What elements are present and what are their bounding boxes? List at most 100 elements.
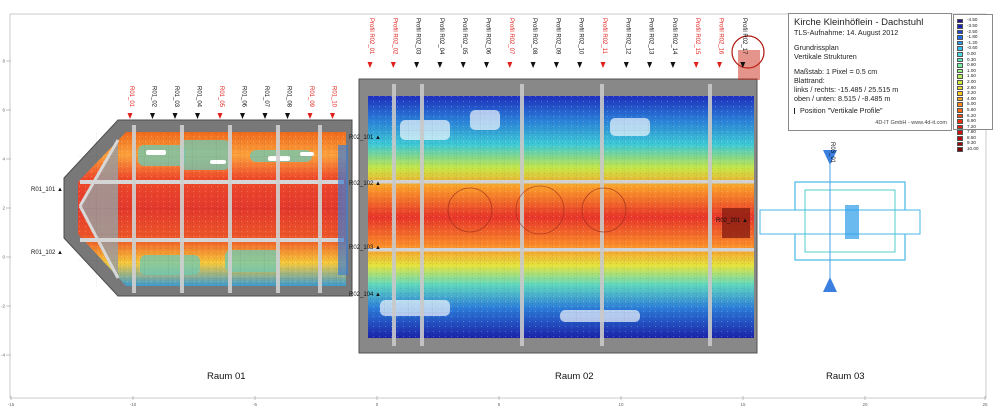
plan-subtitle: Vertikale Strukturen <box>794 52 857 61</box>
profile-marker-r01 <box>240 113 245 119</box>
profile-marker-r02 <box>740 62 746 68</box>
profile-marker-r02 <box>577 62 583 68</box>
room-02-vault-outline <box>515 185 565 235</box>
room-02-truss <box>520 84 524 346</box>
profile-label-r01: R01_01 <box>128 86 134 108</box>
bottom-tick-label: 5 <box>498 402 501 407</box>
bottom-tick-label: 20 <box>862 402 868 407</box>
profile-marker-r02 <box>600 62 606 68</box>
margin-top-bottom: oben / unten: 8.515 / -8.485 m <box>794 94 891 103</box>
plan-type: Grundrissplan <box>794 43 839 52</box>
profile-label-r02: Profil R02_08 <box>531 18 537 55</box>
legend-swatch <box>957 113 963 119</box>
profile-label-r02: Profil R02_15 <box>694 18 700 55</box>
legend-value: 8.50 <box>967 134 976 140</box>
profile-label-r02: Profil R02_11 <box>601 18 607 55</box>
profile-marker-r02 <box>530 62 536 68</box>
profile-label-r02: Profil R02_09 <box>554 18 560 55</box>
legend-swatch <box>957 68 963 74</box>
side-profile-label: R02_103 ▲ <box>349 245 381 251</box>
legend-value: -3.50 <box>967 23 978 28</box>
map-frame <box>9 13 987 399</box>
sheet-border <box>9 13 987 399</box>
room-01-truss <box>228 125 232 293</box>
profile-label-r01: R01_06 <box>241 86 247 108</box>
legend-swatch <box>957 108 963 113</box>
room-02-truss <box>600 84 604 346</box>
side-profile-label: R01_101 ▲ <box>31 187 63 193</box>
legend-value: 5.00 <box>967 101 976 107</box>
profile-label-r02: Profil R02_16 <box>718 18 724 55</box>
left-tick-label: 2 <box>2 206 5 211</box>
profile-marker-r01 <box>217 113 223 119</box>
room-label-02: Raum 02 <box>555 371 594 382</box>
room-01-wall-edge <box>338 145 348 275</box>
profile-marker-r02 <box>367 62 373 68</box>
legend-value: 7.20 <box>967 123 976 129</box>
room-03-top-cap <box>823 150 837 165</box>
room-01-truss <box>180 125 184 293</box>
profile-label-r01: R01_08 <box>286 86 292 108</box>
bottom-tick-label: 10 <box>618 402 624 407</box>
legend-value: -2.50 <box>967 28 978 34</box>
title-block: Kirche Kleinhöflein - Dachstuhl TLS-Aufn… <box>788 13 952 131</box>
profile-marker-r02 <box>484 62 489 68</box>
credit-text: 4D-IT GmbH - www.4d-it.com <box>875 120 947 126</box>
profile-label-r01: R01_07 <box>263 86 269 108</box>
legend-swatch <box>957 40 963 46</box>
legend-swatch <box>957 130 963 135</box>
room-03-stair <box>845 205 859 239</box>
room-03-cross-arm <box>759 209 921 235</box>
left-tick-label: 4 <box>2 157 5 162</box>
scale-note: Maßstab: 1 Pixel = 0.5 cm <box>794 67 878 76</box>
legend-swatch <box>957 141 963 147</box>
margin-left-right: links / rechts: -15.485 / 25.515 m <box>794 85 899 94</box>
legend-value: 9.30 <box>967 140 976 146</box>
legend-value: 0.00 <box>967 50 976 56</box>
room-02-vault-outline <box>447 187 493 233</box>
room-01-truss <box>276 125 280 293</box>
room-02-vault-outline <box>581 187 627 233</box>
profile-label-r02: Profil R02_06 <box>485 18 491 55</box>
legend-swatch <box>957 57 963 63</box>
profile-label-r02: Profil R02_05 <box>461 18 467 55</box>
legend-swatch <box>957 52 963 57</box>
side-profile-label: R02_201 ▲ <box>716 218 748 224</box>
room-02-truss <box>392 84 396 346</box>
legend-swatch <box>957 85 963 91</box>
room-02-purlin <box>368 180 754 184</box>
room-02-tower-area <box>738 50 760 80</box>
left-tick-label: -4 <box>1 353 5 358</box>
legend-value: 5.60 <box>967 106 976 112</box>
profile-marker-r01 <box>127 113 133 119</box>
legend-swatch <box>957 119 963 124</box>
scan-date: TLS-Aufnahme: 14. August 2012 <box>794 28 899 37</box>
legend-value: -4.50 <box>967 17 978 23</box>
profile-marker-r02 <box>390 62 396 68</box>
legend-swatch <box>957 24 963 29</box>
profile-markers-r01: R01_01 R01_02 R01_03 R01_04 R01_05 R01_06 R01_… <box>127 86 337 119</box>
legend-swatch <box>957 135 963 141</box>
profile-label-r02: Profil R02_10 <box>578 18 584 55</box>
legend-swatch <box>957 102 963 107</box>
profile-marker-r01 <box>307 113 313 119</box>
profile-label-r02: Profil R02_07 <box>508 18 514 55</box>
profile-marker-r02 <box>414 62 420 68</box>
profile-position-icon <box>794 108 795 114</box>
left-tick-label: -2 <box>1 304 5 309</box>
room-label-03: Raum 03 <box>826 371 865 382</box>
profile-label-r02: Profil R02_12 <box>624 18 630 55</box>
legend-swatch <box>957 74 963 80</box>
side-profile-label: R01_102 ▲ <box>31 250 63 256</box>
side-profile-label: R02_102 ▲ <box>349 181 381 187</box>
left-tick-label: 6 <box>2 108 5 113</box>
profile-marker-r02 <box>647 62 653 68</box>
profile-marker-r02 <box>553 62 559 68</box>
legend-value: -0.60 <box>967 45 978 51</box>
profile-marker-r02 <box>693 62 699 68</box>
legend-value: 0.60 <box>967 62 976 68</box>
left-tick-label: 0 <box>2 255 5 260</box>
profile-marker-r01 <box>172 113 178 119</box>
